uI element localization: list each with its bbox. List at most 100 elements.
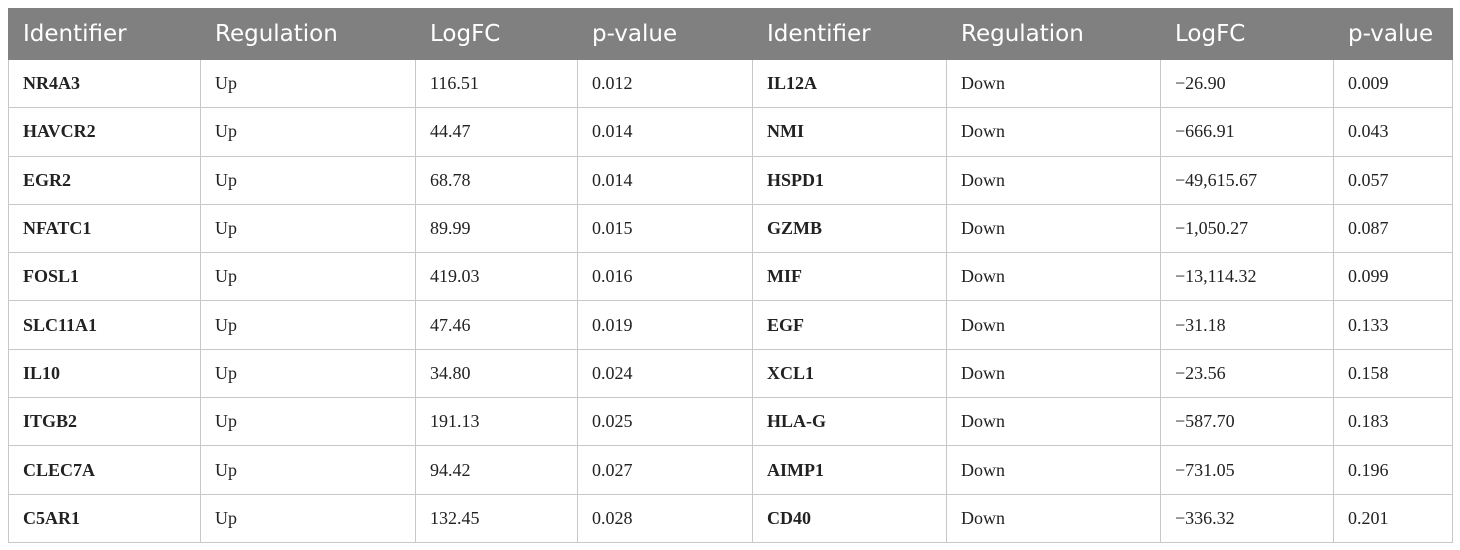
table-cell: −587.70 <box>1160 397 1334 447</box>
identifier-cell: MIF <box>752 252 947 302</box>
identifier-cell: NR4A3 <box>8 58 201 109</box>
identifier-cell: CD40 <box>752 493 947 543</box>
identifier-cell: C5AR1 <box>8 493 201 543</box>
identifier-cell: EGF <box>752 300 947 350</box>
table-cell: 0.043 <box>1333 107 1453 157</box>
table-cell: −666.91 <box>1160 107 1334 157</box>
table-cell: 0.019 <box>577 300 753 350</box>
identifier-cell: IL10 <box>8 348 201 399</box>
table-row: FOSL1 Up 419.03 0.016 MIF Down −13,114.32 0.099 <box>8 252 1453 302</box>
table-cell: 68.78 <box>415 155 578 205</box>
table-cell: Down <box>946 58 1161 109</box>
table-cell: 47.46 <box>415 300 578 350</box>
identifier-cell: FOSL1 <box>8 252 201 302</box>
table-cell: 89.99 <box>415 203 578 254</box>
table-cell: 132.45 <box>415 493 578 543</box>
identifier-cell: IL12A <box>752 58 947 109</box>
table-cell: 0.133 <box>1333 300 1453 350</box>
table-cell: Down <box>946 348 1161 399</box>
header-row: Identifier Regulation LogFC p-value Identifi… <box>8 8 1453 60</box>
table-cell: Up <box>200 155 416 205</box>
table-cell: Up <box>200 397 416 447</box>
table-cell: Down <box>946 203 1161 254</box>
table-cell: Down <box>946 155 1161 205</box>
table-cell: Up <box>200 107 416 157</box>
identifier-cell: GZMB <box>752 203 947 254</box>
table-row: NR4A3 Up 116.51 0.012 IL12A Down −26.90 0.009 <box>8 58 1453 109</box>
table-cell: Up <box>200 348 416 399</box>
table-row: SLC11A1 Up 47.46 0.019 EGF Down −31.18 0.133 <box>8 300 1453 350</box>
table-cell: 0.027 <box>577 445 753 495</box>
table-cell: 0.201 <box>1333 493 1453 543</box>
data-table: Identifier Regulation LogFC p-value Identifi… <box>8 8 1453 543</box>
table-row: CLEC7A Up 94.42 0.027 AIMP1 Down −731.05 0.196 <box>8 445 1453 495</box>
header-cell: Identifier <box>8 8 201 60</box>
table-cell: 0.183 <box>1333 397 1453 447</box>
table-container: Identifier Regulation LogFC p-value Identifi… <box>8 8 1453 543</box>
table-cell: 0.015 <box>577 203 753 254</box>
table-cell: 0.016 <box>577 252 753 302</box>
table-cell: Down <box>946 300 1161 350</box>
header-cell: LogFC <box>1160 8 1334 60</box>
header-cell: Regulation <box>946 8 1161 60</box>
table-row: IL10 Up 34.80 0.024 XCL1 Down −23.56 0.158 <box>8 348 1453 399</box>
table-cell: Up <box>200 58 416 109</box>
header-cell: Regulation <box>200 8 416 60</box>
identifier-cell: XCL1 <box>752 348 947 399</box>
identifier-cell: HLA-G <box>752 397 947 447</box>
table-row: EGR2 Up 68.78 0.014 HSPD1 Down −49,615.67 0.057 <box>8 155 1453 205</box>
table-cell: Down <box>946 493 1161 543</box>
identifier-cell: AIMP1 <box>752 445 947 495</box>
table-cell: 0.028 <box>577 493 753 543</box>
table-cell: Up <box>200 493 416 543</box>
table-cell: −731.05 <box>1160 445 1334 495</box>
table-row: HAVCR2 Up 44.47 0.014 NMI Down −666.91 0.043 <box>8 107 1453 157</box>
identifier-cell: NMI <box>752 107 947 157</box>
table-cell: Up <box>200 300 416 350</box>
table-cell: 0.012 <box>577 58 753 109</box>
identifier-cell: HSPD1 <box>752 155 947 205</box>
table-row: NFATC1 Up 89.99 0.015 GZMB Down −1,050.27 0.087 <box>8 203 1453 254</box>
table-cell: Down <box>946 445 1161 495</box>
table-cell: Down <box>946 252 1161 302</box>
identifier-cell: SLC11A1 <box>8 300 201 350</box>
table-body: NR4A3 Up 116.51 0.012 IL12A Down −26.90 0.009 HA… <box>8 58 1453 543</box>
header-cell: Identifier <box>752 8 947 60</box>
table-cell: 44.47 <box>415 107 578 157</box>
table-cell: 0.196 <box>1333 445 1453 495</box>
table-cell: −26.90 <box>1160 58 1334 109</box>
identifier-cell: HAVCR2 <box>8 107 201 157</box>
header-cell: p-value <box>577 8 753 60</box>
table-cell: Down <box>946 107 1161 157</box>
table-cell: −1,050.27 <box>1160 203 1334 254</box>
table-cell: 0.024 <box>577 348 753 399</box>
table-cell: −13,114.32 <box>1160 252 1334 302</box>
table-cell: 0.014 <box>577 107 753 157</box>
table-cell: 0.158 <box>1333 348 1453 399</box>
table-cell: 34.80 <box>415 348 578 399</box>
table-cell: 0.025 <box>577 397 753 447</box>
table-cell: 191.13 <box>415 397 578 447</box>
identifier-cell: CLEC7A <box>8 445 201 495</box>
table-row: C5AR1 Up 132.45 0.028 CD40 Down −336.32 0.201 <box>8 493 1453 543</box>
table-cell: Down <box>946 397 1161 447</box>
identifier-cell: EGR2 <box>8 155 201 205</box>
table-cell: 0.009 <box>1333 58 1453 109</box>
identifier-cell: NFATC1 <box>8 203 201 254</box>
header-cell: LogFC <box>415 8 578 60</box>
table-cell: −23.56 <box>1160 348 1334 399</box>
table-cell: 0.057 <box>1333 155 1453 205</box>
table-cell: 0.014 <box>577 155 753 205</box>
table-cell: 116.51 <box>415 58 578 109</box>
table-cell: 0.087 <box>1333 203 1453 254</box>
table-cell: −49,615.67 <box>1160 155 1334 205</box>
table-cell: 419.03 <box>415 252 578 302</box>
identifier-cell: ITGB2 <box>8 397 201 447</box>
table-cell: 94.42 <box>415 445 578 495</box>
table-cell: Up <box>200 445 416 495</box>
header-cell: p-value <box>1333 8 1453 60</box>
table-cell: Up <box>200 203 416 254</box>
table-cell: −336.32 <box>1160 493 1334 543</box>
table-cell: 0.099 <box>1333 252 1453 302</box>
